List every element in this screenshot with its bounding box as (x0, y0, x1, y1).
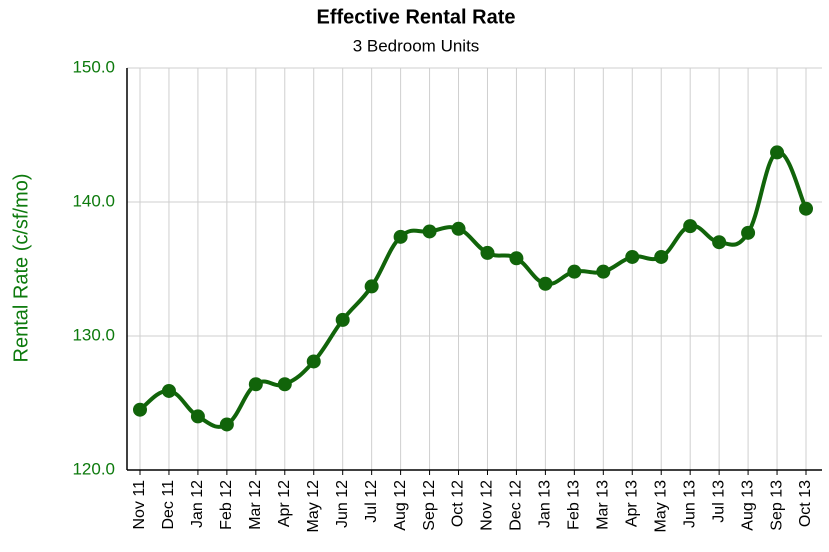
x-tick-label: May 12 (305, 480, 322, 533)
x-tick-label: Aug 12 (392, 480, 409, 531)
data-point (625, 249, 640, 264)
x-tick-label: Feb 13 (566, 480, 583, 530)
data-point (422, 224, 437, 239)
chart-title: Effective Rental Rate (317, 6, 516, 28)
y-tick-label: 130.0 (72, 325, 115, 344)
data-point (190, 409, 205, 424)
x-tick-label: Jan 13 (537, 480, 554, 528)
x-tick-label: Jun 13 (681, 480, 698, 528)
x-tick-label: Jan 12 (189, 480, 206, 528)
data-point (712, 235, 727, 250)
x-tick-label: Sep 12 (421, 480, 438, 531)
x-tick-label: Mar 12 (247, 480, 264, 530)
x-tick-label: Nov 11 (131, 480, 148, 530)
data-point (393, 229, 408, 244)
data-point (596, 264, 611, 279)
x-tick-label: Jun 12 (334, 480, 351, 528)
x-tick-label: Jul 13 (710, 480, 727, 523)
data-point (567, 264, 582, 279)
data-point (219, 417, 234, 432)
x-tick-label: Sep 13 (768, 480, 785, 531)
data-point (161, 383, 176, 398)
data-point (364, 279, 379, 294)
data-point (509, 251, 524, 266)
data-point (277, 377, 292, 392)
x-tick-label: Dec 11 (160, 480, 177, 530)
x-tick-label: Jul 12 (363, 480, 380, 523)
x-tick-label: Apr 12 (276, 480, 293, 527)
data-point (770, 145, 785, 160)
data-point (480, 245, 495, 260)
x-tick-label: Aug 13 (739, 480, 756, 531)
x-tick-label: Apr 13 (623, 480, 640, 527)
data-point (538, 276, 553, 291)
data-point (133, 402, 147, 417)
x-tick-label: Mar 13 (595, 480, 612, 530)
chart-subtitle: 3 Bedroom Units (353, 36, 480, 55)
data-point (306, 354, 321, 369)
y-axis-label: Rental Rate (c/sf/mo) (10, 174, 32, 363)
data-point (683, 219, 698, 234)
data-point (248, 377, 263, 392)
data-point (741, 225, 756, 240)
y-tick-label: 150.0 (72, 57, 115, 76)
x-tick-label: Dec 12 (508, 480, 525, 531)
y-tick-label: 120.0 (72, 459, 115, 478)
x-tick-label: Nov 12 (479, 480, 496, 531)
x-tick-label: Feb 12 (218, 480, 235, 530)
x-tick-label: May 13 (652, 480, 669, 533)
series-line (138, 150, 808, 429)
y-tick-label: 140.0 (72, 191, 115, 210)
x-tick-label: Oct 13 (797, 480, 814, 527)
data-point (451, 221, 466, 236)
data-point (335, 312, 350, 327)
data-point (654, 249, 669, 264)
x-tick-label: Oct 12 (450, 480, 467, 527)
data-point (799, 201, 813, 216)
